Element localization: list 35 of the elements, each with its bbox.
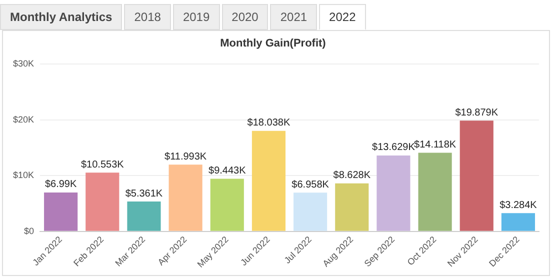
bar (376, 155, 410, 231)
data-label: $19.879K (455, 107, 498, 118)
bar (418, 152, 452, 231)
bar (294, 192, 328, 231)
data-label: $5.361K (125, 188, 163, 200)
bar (86, 172, 120, 231)
bar (44, 192, 78, 231)
data-label: $11.993K (164, 151, 207, 162)
bar (460, 120, 494, 231)
data-label: $18.038K (247, 118, 290, 129)
bar (335, 183, 369, 231)
y-tick-label: $30K (12, 58, 34, 69)
chart-title: Monthly Gain(Profit) (220, 38, 326, 50)
data-label: $9.443K (208, 166, 246, 177)
bar (210, 178, 244, 231)
text: 2020 (222, 4, 268, 30)
text: 2018 (124, 4, 171, 30)
bar (501, 213, 535, 231)
text: 2019 (172, 4, 220, 30)
y-tick-label: $10K (12, 170, 34, 180)
data-label: $6.99K (44, 179, 77, 190)
bar (252, 130, 286, 231)
bar (168, 164, 202, 231)
data-label: $10.553K (80, 159, 124, 170)
data-label: $13.629K (372, 142, 416, 154)
text: Monthly Analytics (0, 4, 122, 30)
y-tick-label: $0 (24, 226, 34, 236)
data-label: $14.118K (414, 139, 456, 150)
data-label: $3.284K (500, 200, 538, 211)
data-label: $6.958K (292, 179, 330, 190)
text: 2021 (270, 4, 318, 30)
text: 2022 (319, 4, 366, 30)
data-label: $8.628K (333, 170, 371, 182)
bar (127, 202, 161, 231)
y-tick-label: $20K (12, 114, 34, 124)
